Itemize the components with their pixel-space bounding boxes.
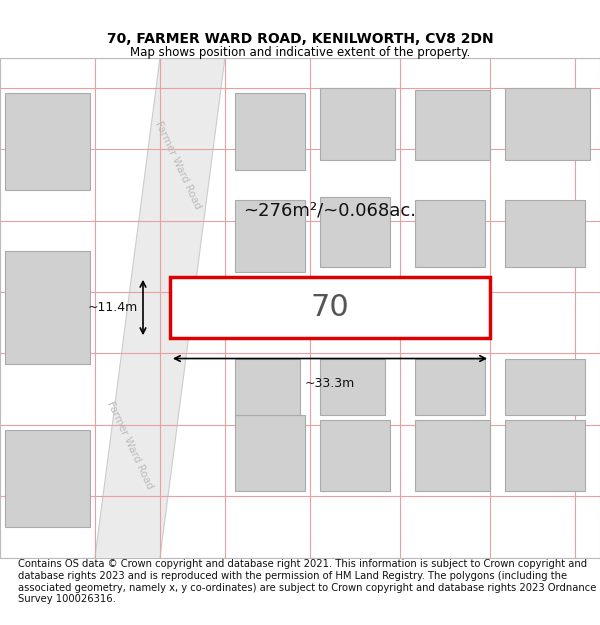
- Text: 70, FARMER WARD ROAD, KENILWORTH, CV8 2DN: 70, FARMER WARD ROAD, KENILWORTH, CV8 2D…: [107, 32, 493, 46]
- Bar: [320, 198, 390, 267]
- Text: Farmer Ward Road: Farmer Ward Road: [153, 119, 203, 210]
- Bar: [170, 277, 490, 338]
- Bar: [505, 88, 590, 159]
- Bar: [235, 359, 300, 414]
- Polygon shape: [95, 58, 225, 558]
- Bar: [5, 251, 90, 364]
- Bar: [235, 201, 305, 272]
- Bar: [5, 430, 90, 527]
- Text: Contains OS data © Crown copyright and database right 2021. This information is : Contains OS data © Crown copyright and d…: [18, 559, 596, 604]
- Text: Map shows position and indicative extent of the property.: Map shows position and indicative extent…: [130, 46, 470, 59]
- Bar: [320, 359, 385, 414]
- Text: ~11.4m: ~11.4m: [88, 301, 138, 314]
- Bar: [415, 359, 485, 414]
- Bar: [415, 201, 485, 267]
- Bar: [415, 420, 490, 491]
- Bar: [505, 359, 585, 414]
- Text: ~276m²/~0.068ac.: ~276m²/~0.068ac.: [244, 201, 416, 219]
- Bar: [235, 93, 305, 170]
- Bar: [320, 420, 390, 491]
- Text: ~33.3m: ~33.3m: [305, 377, 355, 390]
- Text: Farmer Ward Road: Farmer Ward Road: [105, 400, 155, 491]
- Bar: [505, 420, 585, 491]
- Bar: [505, 201, 585, 267]
- Bar: [415, 90, 490, 159]
- Text: 70: 70: [311, 293, 349, 322]
- Bar: [235, 414, 305, 491]
- Bar: [5, 93, 90, 190]
- Bar: [320, 88, 395, 159]
